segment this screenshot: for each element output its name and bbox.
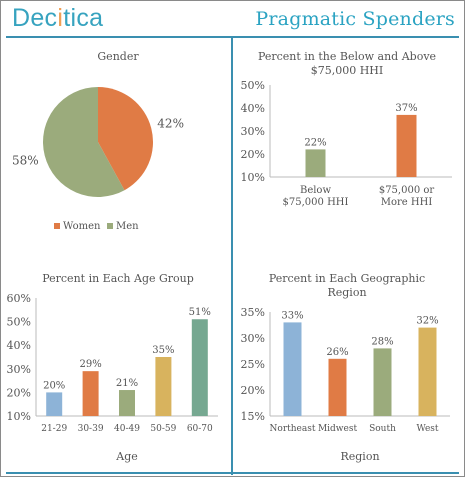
- chart-title: Percent in Each Age Group: [42, 272, 194, 285]
- brand-logo: Decitica: [12, 4, 104, 32]
- region-chart-panel: Percent in Each Geographic Region 15% 20%…: [234, 268, 460, 470]
- gender-chart-panel: Gender 42% 58% Women Men: [6, 40, 230, 266]
- x-axis-label: Age: [115, 450, 138, 463]
- y-tick-label: 20%: [241, 384, 265, 397]
- chart-title-line-1: Percent in Each Geographic: [268, 272, 426, 285]
- chart-title: Percent in Each Geographic Region: [234, 272, 460, 300]
- legend-label: Women: [63, 221, 101, 232]
- x-tick-label: South: [369, 424, 396, 434]
- bar: [82, 371, 99, 416]
- page-title: Pragmatic Spenders: [255, 8, 455, 30]
- x-tick-label: 21-29: [41, 424, 67, 434]
- income-bar-chart: 10% 20% 30% 40% 50% 22% Below$75,000 HHI 37% $75…: [241, 79, 452, 208]
- legend-label: Men: [116, 221, 139, 232]
- bar-value-label: 32%: [416, 316, 438, 327]
- y-tick-label: 40%: [241, 102, 265, 115]
- y-tick-label: 25%: [241, 358, 265, 371]
- chart-title-line-2: $75,000 HHI: [310, 64, 384, 77]
- bar-value-label: 20%: [43, 380, 65, 391]
- chart-title: Gender: [97, 50, 139, 63]
- bar-value-label: 29%: [79, 359, 101, 370]
- pie-slice-men: [43, 87, 125, 197]
- chart-title-line-1: Percent in the Below and Above: [257, 50, 437, 63]
- center-divider: [231, 38, 233, 475]
- y-tick-label: 20%: [241, 148, 265, 161]
- bar: [155, 357, 172, 416]
- y-tick-label: 30%: [7, 363, 31, 376]
- x-tick-label: $75,000 or: [379, 185, 435, 196]
- x-tick-label: Midwest: [318, 424, 358, 434]
- pie-value-label: 58%: [12, 154, 39, 168]
- header-divider: [6, 36, 459, 38]
- legend-swatch: [54, 223, 60, 229]
- gender-pie-chart: 42% 58% Women Men: [12, 87, 184, 232]
- x-tick-label: 50-59: [150, 424, 176, 434]
- bar: [191, 319, 208, 416]
- income-chart-panel: Percent in the Below and Above $75,000 H…: [234, 40, 460, 230]
- x-tick-label: Northeast: [270, 424, 316, 434]
- bar-value-label: 35%: [152, 345, 174, 356]
- footer-divider: [6, 472, 459, 474]
- bar: [305, 149, 326, 177]
- x-tick-label: $75,000 HHI: [283, 197, 349, 208]
- bar: [373, 348, 392, 416]
- y-tick-label: 30%: [241, 125, 265, 138]
- bar: [283, 322, 302, 416]
- bar-value-label: 28%: [371, 336, 393, 347]
- age-chart-panel: Percent in Each Age Group 10% 20% 30% 40% 50…: [6, 268, 230, 470]
- y-tick-label: 60%: [7, 292, 31, 305]
- pie-slice-women: [98, 87, 154, 191]
- x-tick-label: More HHI: [381, 197, 433, 208]
- bar-value-label: 26%: [326, 347, 348, 358]
- bar: [328, 358, 347, 416]
- chart-title: Percent in the Below and Above $75,000 H…: [234, 50, 460, 78]
- y-tick-label: 30%: [241, 332, 265, 345]
- y-tick-label: 35%: [241, 306, 265, 319]
- x-tick-label: Below: [300, 185, 331, 196]
- y-tick-label: 50%: [241, 79, 265, 92]
- y-tick-label: 50%: [7, 316, 31, 329]
- bar: [418, 327, 437, 416]
- bar-value-label: 37%: [395, 103, 417, 114]
- x-tick-label: 40-49: [114, 424, 140, 434]
- y-tick-label: 40%: [7, 339, 31, 352]
- y-tick-label: 10%: [7, 410, 31, 423]
- x-tick-label: 60-70: [187, 424, 213, 434]
- x-tick-label: 30-39: [78, 424, 104, 434]
- legend-swatch: [107, 223, 113, 229]
- age-bar-chart: 10% 20% 30% 40% 50% 60% 20% 21-29 29% 30-39 21% 40-…: [7, 292, 218, 463]
- chart-title-line-2: Region: [327, 286, 367, 299]
- bar-value-label: 22%: [304, 137, 326, 148]
- bar-value-label: 33%: [281, 310, 303, 321]
- bar: [46, 392, 63, 416]
- y-tick-label: 10%: [241, 171, 265, 184]
- region-bar-chart: 15% 20% 25% 30% 35% 33% Northeast 26% Midwest 28%…: [241, 306, 450, 463]
- pie-value-label: 42%: [157, 116, 184, 130]
- x-tick-label: West: [416, 424, 438, 434]
- bar-value-label: 51%: [189, 307, 211, 318]
- bar: [119, 390, 135, 416]
- x-axis-label: Region: [340, 450, 379, 463]
- y-tick-label: 20%: [7, 386, 31, 399]
- bar-value-label: 21%: [116, 378, 138, 389]
- bar: [396, 114, 417, 177]
- y-tick-label: 15%: [241, 410, 265, 423]
